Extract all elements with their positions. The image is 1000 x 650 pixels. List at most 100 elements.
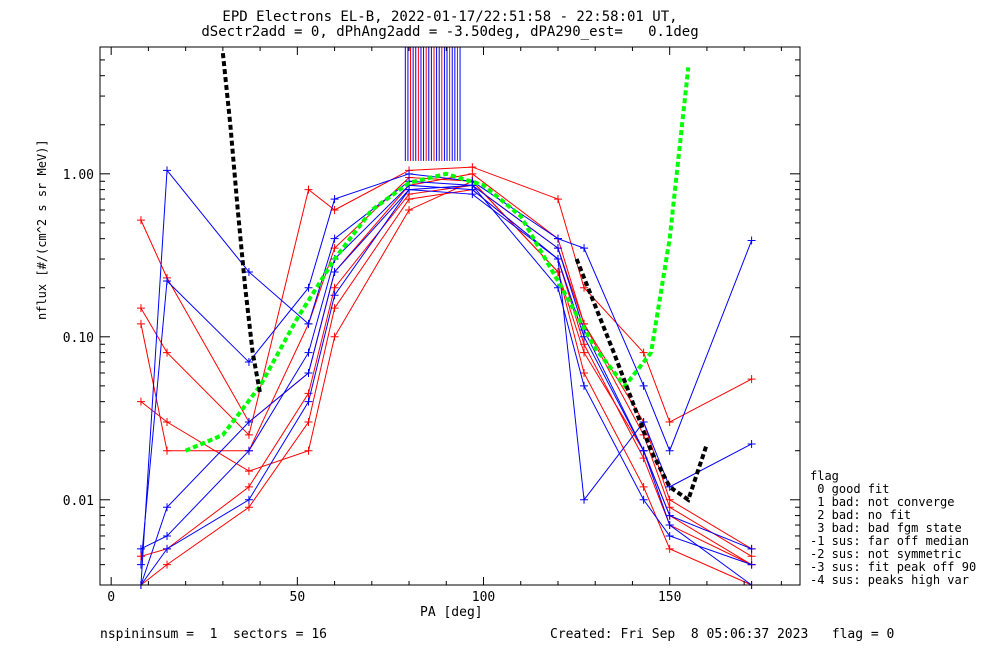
series-line (140, 173, 753, 565)
series-marker (665, 521, 674, 530)
series-marker (330, 195, 339, 204)
series-marker (747, 560, 756, 569)
series-marker (244, 267, 253, 276)
chart-title-line1: EPD Electrons EL-B, 2022-01-17/22:51:58 … (222, 9, 678, 25)
series-marker (468, 190, 477, 199)
series-marker (580, 348, 589, 357)
x-tick-label: 50 (290, 590, 306, 605)
series-marker (163, 418, 172, 427)
legend-title: flag (810, 469, 839, 483)
fit-curve (220, 52, 263, 394)
series-marker (136, 560, 145, 569)
series-line (140, 173, 752, 550)
series-marker (665, 495, 674, 504)
y-tick-label: 0.10 (63, 331, 94, 346)
series-marker (330, 234, 339, 243)
series-marker (136, 216, 145, 225)
y-tick-label: 1.00 (63, 168, 94, 183)
footer-spin-info: nspininsum = 1 sectors = 16 (100, 627, 327, 642)
series-marker (553, 234, 562, 243)
fit-curve (574, 258, 709, 503)
series-marker (304, 446, 313, 455)
y-tick-label: 0.01 (63, 494, 94, 509)
series-marker (468, 163, 477, 172)
legend-item: 1 bad: not converge (810, 495, 955, 509)
series-marker (580, 368, 589, 377)
series-marker (163, 348, 172, 357)
series-marker (163, 503, 172, 512)
series-marker (244, 446, 253, 455)
legend-item: 0 good fit (810, 482, 890, 496)
legend-item: -4 sus: peaks high var (810, 573, 969, 587)
series-marker (405, 169, 414, 178)
series-marker (405, 195, 414, 204)
series-marker (553, 255, 562, 264)
series-marker (468, 181, 477, 190)
fit-curve (184, 67, 691, 453)
series-marker (330, 291, 339, 300)
series-line (140, 176, 752, 566)
series-marker (330, 332, 339, 341)
series-marker (244, 467, 253, 476)
series-marker (639, 348, 648, 357)
series-marker (304, 418, 313, 427)
series-marker (580, 495, 589, 504)
series-marker (163, 166, 172, 175)
series-marker (163, 276, 172, 285)
series-marker (330, 205, 339, 214)
series-marker (665, 511, 674, 520)
series-marker (304, 348, 313, 357)
series-marker (639, 495, 648, 504)
series-marker (665, 503, 674, 512)
series-line (140, 169, 752, 586)
series-marker (580, 340, 589, 349)
series-marker (330, 267, 339, 276)
series-marker (553, 195, 562, 204)
series-marker (304, 397, 313, 406)
axes-layer: 0 50 100 150 0.01 0.10 1.00 (63, 46, 800, 605)
series-marker (244, 430, 253, 439)
series-marker (244, 418, 253, 427)
y-axis-label: nflux [#/(cm^2 s sr MeV)] (35, 139, 49, 320)
series-marker (405, 185, 414, 194)
series-marker (580, 283, 589, 292)
series-marker (304, 389, 313, 398)
flag-legend: flag 0 good fit 1 bad: not converge 2 ba… (810, 470, 976, 587)
series-marker (304, 368, 313, 377)
series-marker (747, 375, 756, 384)
series-marker (244, 495, 253, 504)
series-marker (665, 418, 674, 427)
series-marker (665, 446, 674, 455)
series-line (140, 184, 752, 586)
series-marker (163, 531, 172, 540)
data-layer (136, 47, 756, 589)
series-line (140, 189, 752, 586)
footer-created-info: Created: Fri Sep 8 05:06:37 2023 flag = … (550, 627, 895, 642)
x-tick-label: 150 (658, 590, 681, 605)
series-marker (639, 418, 648, 427)
legend-item: -3 sus: fit peak off 90 (810, 560, 977, 574)
series-marker (136, 304, 145, 313)
legend-item: 2 bad: no fit (810, 508, 912, 522)
x-tick-label: 100 (472, 590, 495, 605)
series-marker (747, 544, 756, 553)
series-marker (405, 205, 414, 214)
series-line (140, 184, 752, 550)
series-line (140, 180, 752, 586)
series-marker (639, 482, 648, 491)
legend-item: -1 sus: far off median (810, 534, 969, 548)
series-line (140, 189, 752, 586)
series-marker (747, 439, 756, 448)
series-marker (747, 236, 756, 245)
x-tick-label: 0 (107, 590, 115, 605)
x-axis-label: PA [deg] (420, 605, 483, 620)
series-marker (639, 446, 648, 455)
series-marker (136, 397, 145, 406)
series-marker (330, 283, 339, 292)
series-marker (304, 319, 313, 328)
series-marker (747, 552, 756, 561)
series-marker (468, 169, 477, 178)
series-marker (163, 560, 172, 569)
series-marker (553, 267, 562, 276)
